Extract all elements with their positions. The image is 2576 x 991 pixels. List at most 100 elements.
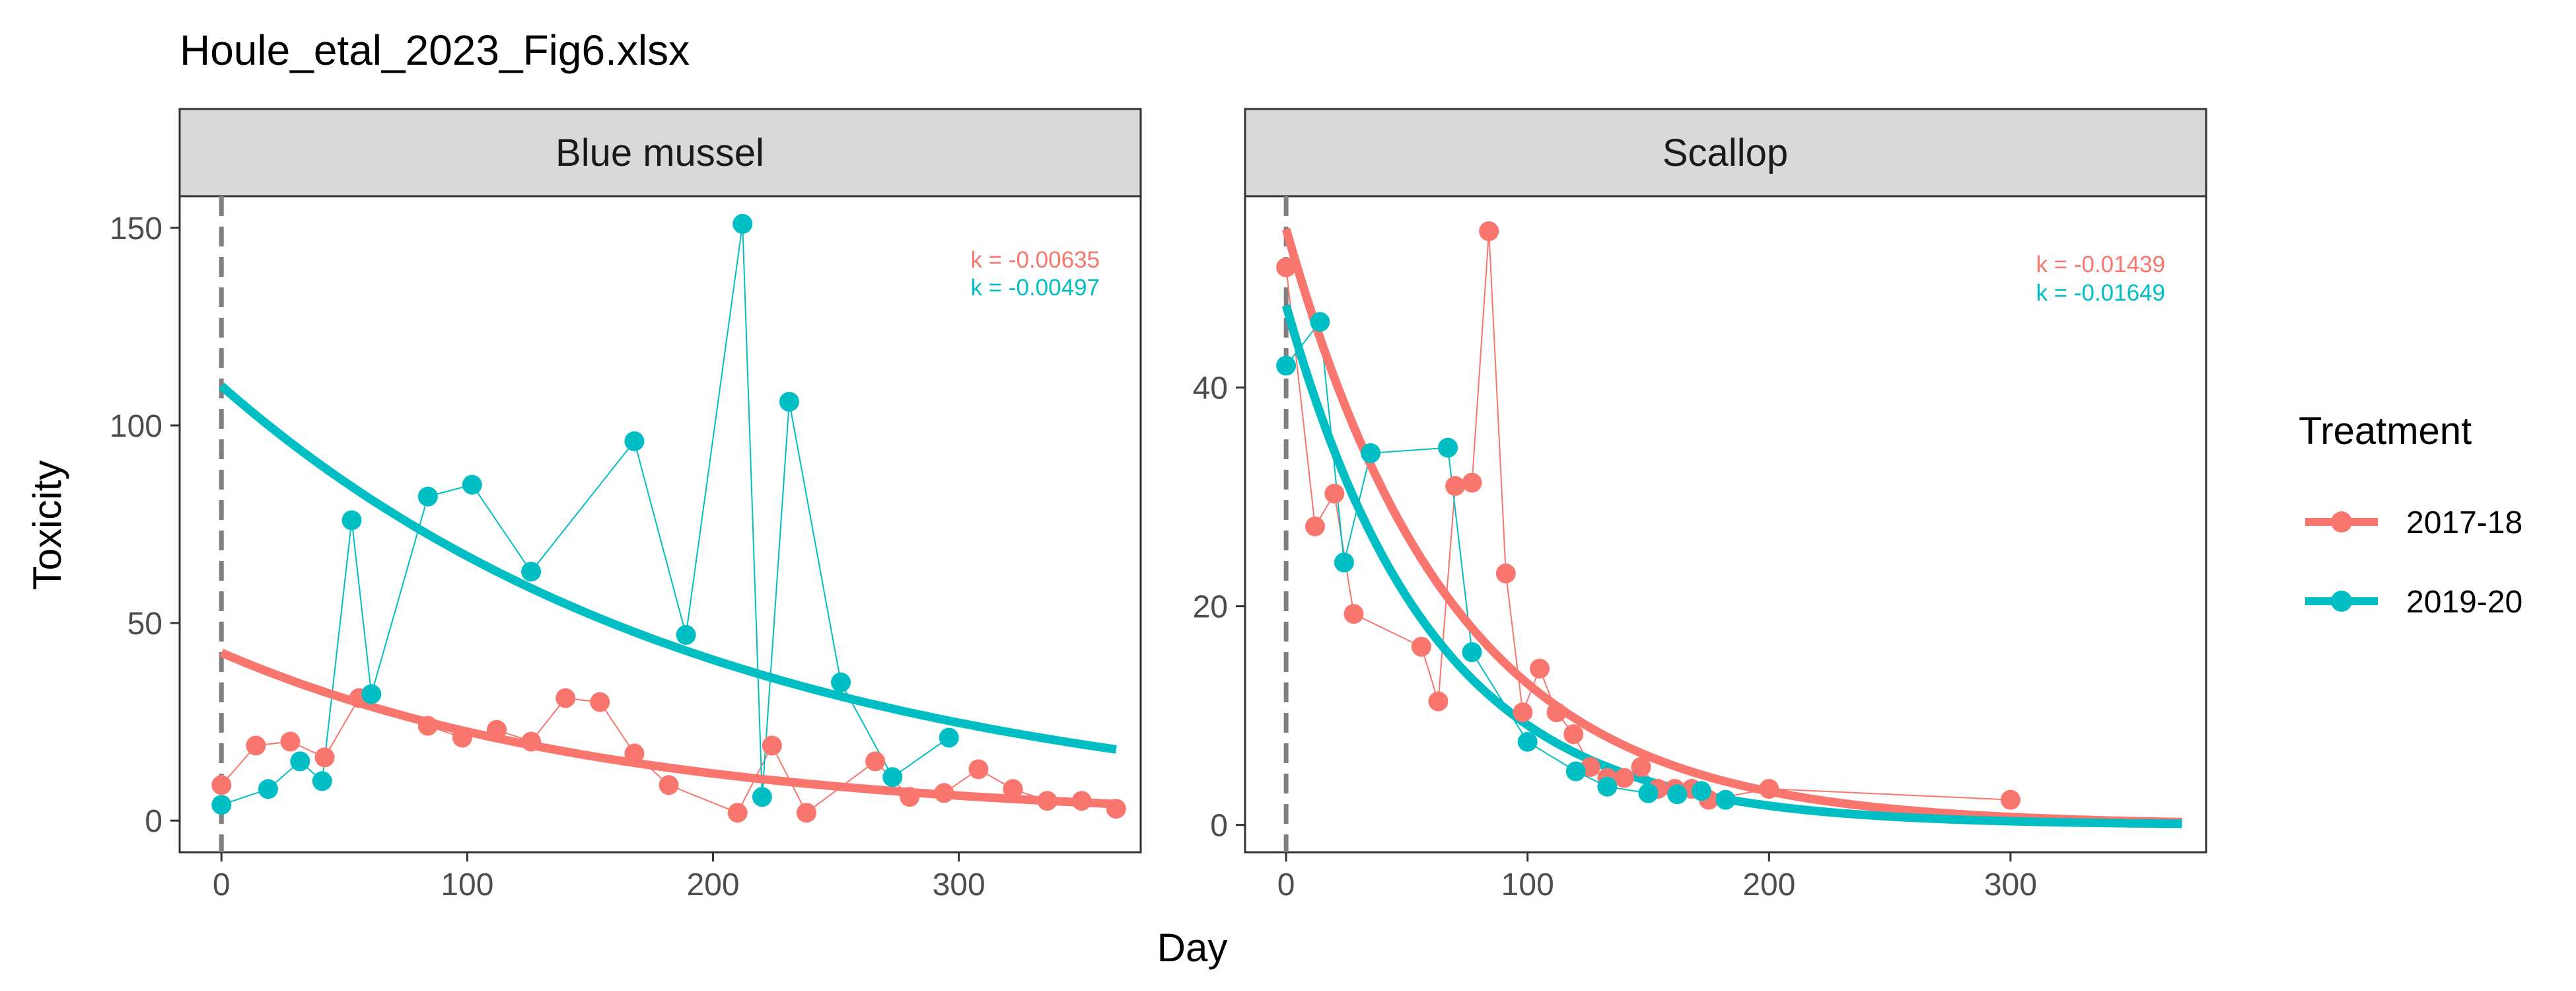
data-point-2019-20 xyxy=(1462,642,1482,663)
data-point-2017-18 xyxy=(1071,791,1092,811)
data-point-2017-18 xyxy=(314,747,335,768)
x-tick-label: 100 xyxy=(441,867,493,902)
data-point-2019-20 xyxy=(939,727,959,748)
data-point-2019-20 xyxy=(341,510,362,531)
data-point-2017-18 xyxy=(900,787,920,807)
data-point-2019-20 xyxy=(258,779,278,799)
data-point-2017-18 xyxy=(452,727,472,748)
data-point-2017-18 xyxy=(1411,636,1431,657)
data-point-2019-20 xyxy=(1565,761,1586,782)
data-point-2017-18 xyxy=(727,803,748,823)
legend-key-point xyxy=(2331,511,2352,532)
fit-curve-2019-20 xyxy=(218,383,1117,754)
data-point-2017-18 xyxy=(417,716,438,736)
data-point-2017-18 xyxy=(1479,221,1499,241)
data-point-2019-20 xyxy=(882,767,903,788)
x-tick-label: 200 xyxy=(686,867,739,902)
x-tick-label: 0 xyxy=(1277,867,1295,902)
data-point-2017-18 xyxy=(2000,789,2021,810)
legend-label: 2017-18 xyxy=(2406,505,2522,540)
axis-ticks: 0 100 200 300 0 20 40 xyxy=(1193,371,2037,902)
data-point-2017-18 xyxy=(1495,564,1516,583)
data-point-2017-18 xyxy=(659,775,679,795)
data-point-2017-18 xyxy=(1563,724,1584,745)
data-point-2017-18 xyxy=(590,692,610,712)
k-label-2019-20: k = -0.00497 xyxy=(970,275,1100,301)
x-tick-label: 300 xyxy=(1984,867,2037,902)
data-point-2017-18 xyxy=(1106,799,1126,819)
y-tick-label: 40 xyxy=(1193,371,1228,406)
legend: Treatment 2017-18 2019-20 xyxy=(2299,410,2522,620)
data-point-2017-18 xyxy=(934,783,954,803)
data-point-2019-20 xyxy=(521,562,542,582)
data-point-2017-18 xyxy=(624,743,645,764)
strip-label-blue-mussel: Blue mussel xyxy=(555,131,764,174)
k-label-2017-18: k = -0.00635 xyxy=(970,247,1100,273)
data-point-2017-18 xyxy=(555,688,576,708)
data-point-2019-20 xyxy=(676,625,696,645)
x-axis-title: Day xyxy=(1157,926,1228,970)
panel-blue-mussel: Blue mussel 0 100 200 300 0 50 100 150 k = -0.0… xyxy=(110,108,1142,902)
y-tick-label: 0 xyxy=(145,804,162,839)
data-point-2019-20 xyxy=(831,672,851,692)
data-point-2017-18 xyxy=(1037,791,1057,811)
data-point-2017-18 xyxy=(1631,756,1651,777)
data-point-2019-20 xyxy=(1667,784,1688,805)
y-tick-label: 20 xyxy=(1193,590,1228,625)
data-point-2017-18 xyxy=(487,719,507,740)
data-point-2017-18 xyxy=(1305,516,1325,536)
data-point-2017-18 xyxy=(1445,476,1466,496)
data-point-2017-18 xyxy=(1530,659,1550,679)
data-point-2017-18 xyxy=(1343,604,1364,624)
data-point-2019-20 xyxy=(1276,355,1297,376)
data-point-2019-20 xyxy=(779,392,799,412)
data-point-2019-20 xyxy=(624,431,645,451)
data-point-2017-18 xyxy=(865,751,886,772)
data-point-2019-20 xyxy=(312,771,332,791)
data-point-2017-18 xyxy=(1546,702,1567,723)
data-point-2017-18 xyxy=(1513,702,1533,723)
k-label-2017-18: k = -0.01439 xyxy=(2036,252,2165,277)
panel-scallop: Scallop 0 100 200 300 0 20 40 k = -0.01439 k =… xyxy=(1193,108,2207,902)
data-point-2017-18 xyxy=(521,731,542,752)
data-point-2019-20 xyxy=(733,213,753,234)
y-tick-label: 50 xyxy=(127,606,162,642)
data-point-2019-20 xyxy=(1334,552,1354,573)
data-point-2017-18 xyxy=(968,759,989,780)
data-point-2019-20 xyxy=(290,751,310,772)
data-point-2019-20 xyxy=(1517,731,1538,752)
x-tick-label: 0 xyxy=(213,867,231,902)
data-point-2019-20 xyxy=(1691,781,1711,801)
data-point-2019-20 xyxy=(462,474,482,495)
strip-label-scallop: Scallop xyxy=(1663,131,1788,174)
strip-background xyxy=(178,108,1142,198)
data-point-2017-18 xyxy=(1759,779,1779,799)
data-point-2017-18 xyxy=(1003,779,1023,799)
data-point-2017-18 xyxy=(211,775,232,795)
data-point-2019-20 xyxy=(1310,312,1330,332)
legend-entry-2017-18: 2017-18 xyxy=(2305,505,2522,540)
legend-entry-2019-20: 2019-20 xyxy=(2305,585,2522,620)
data-points xyxy=(1276,221,2021,810)
panel-border xyxy=(178,195,1142,854)
data-point-2017-18 xyxy=(1614,768,1634,788)
y-tick-label: 100 xyxy=(110,409,162,444)
axis-ticks: 0 100 200 300 0 50 100 150 xyxy=(110,211,985,902)
data-points xyxy=(211,213,1126,823)
data-point-2019-20 xyxy=(417,486,438,507)
data-point-2017-18 xyxy=(1462,472,1482,493)
legend-title: Treatment xyxy=(2299,410,2472,453)
x-tick-label: 200 xyxy=(1742,867,1795,902)
data-point-2017-18 xyxy=(246,735,266,756)
y-tick-label: 150 xyxy=(110,211,162,246)
data-point-2019-20 xyxy=(361,684,382,704)
fit-curve-2017-18 xyxy=(219,648,1117,809)
data-point-2019-20 xyxy=(752,787,772,807)
strip-background xyxy=(1244,108,2207,198)
y-tick-label: 0 xyxy=(1210,809,1228,844)
data-point-2017-18 xyxy=(1428,691,1449,712)
y-axis-title: Toxicity xyxy=(25,460,69,591)
data-point-2017-18 xyxy=(280,731,301,752)
data-point-2019-20 xyxy=(1638,783,1659,803)
data-point-2019-20 xyxy=(1597,776,1618,797)
